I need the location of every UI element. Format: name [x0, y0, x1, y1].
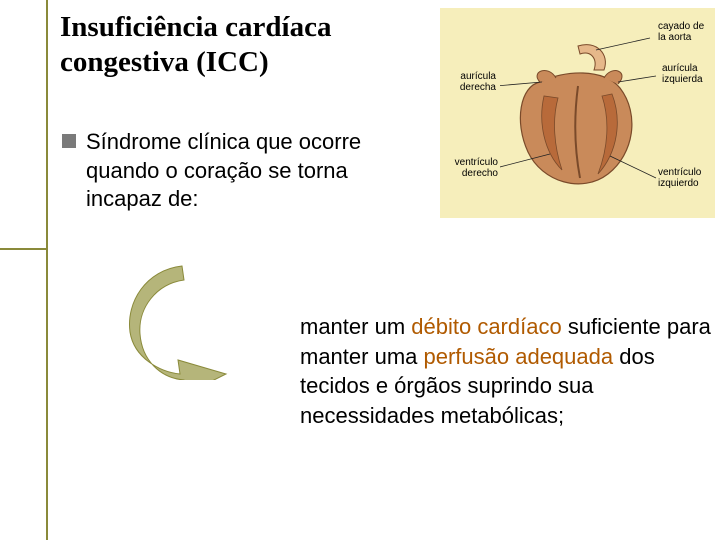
bullet-text: Síndrome clínica que ocorre quando o cor… — [86, 128, 422, 214]
heart-label-ventriculo-izq: ventrículo izquierdo — [658, 168, 716, 189]
heart-label-auricula-izq: aurícula izquierda — [662, 64, 716, 85]
heart-label-ventriculo-der: ventrículo derecho — [440, 158, 498, 179]
left-sidebar-tick — [0, 248, 48, 250]
heart-illustration — [500, 36, 660, 196]
body-paragraph: manter um débito cardíaco suficiente par… — [300, 312, 720, 431]
slide-title: Insuficiência cardíaca congestiva (ICC) — [60, 10, 420, 80]
heart-diagram: cayado de la aorta aurícula izquierda au… — [440, 8, 715, 218]
body-text-highlight-2: perfusão adequada — [424, 344, 614, 369]
heart-label-cayado: cayado de la aorta — [658, 22, 714, 43]
body-text-highlight-1: débito cardíaco — [411, 314, 561, 339]
bullet-item: Síndrome clínica que ocorre quando o cor… — [62, 128, 422, 214]
square-bullet-icon — [62, 134, 76, 148]
left-sidebar-rule — [0, 0, 48, 540]
curved-arrow-icon — [120, 260, 260, 380]
heart-label-auricula-der: aurícula derecha — [444, 72, 496, 93]
body-text-pre1: manter um — [300, 314, 411, 339]
